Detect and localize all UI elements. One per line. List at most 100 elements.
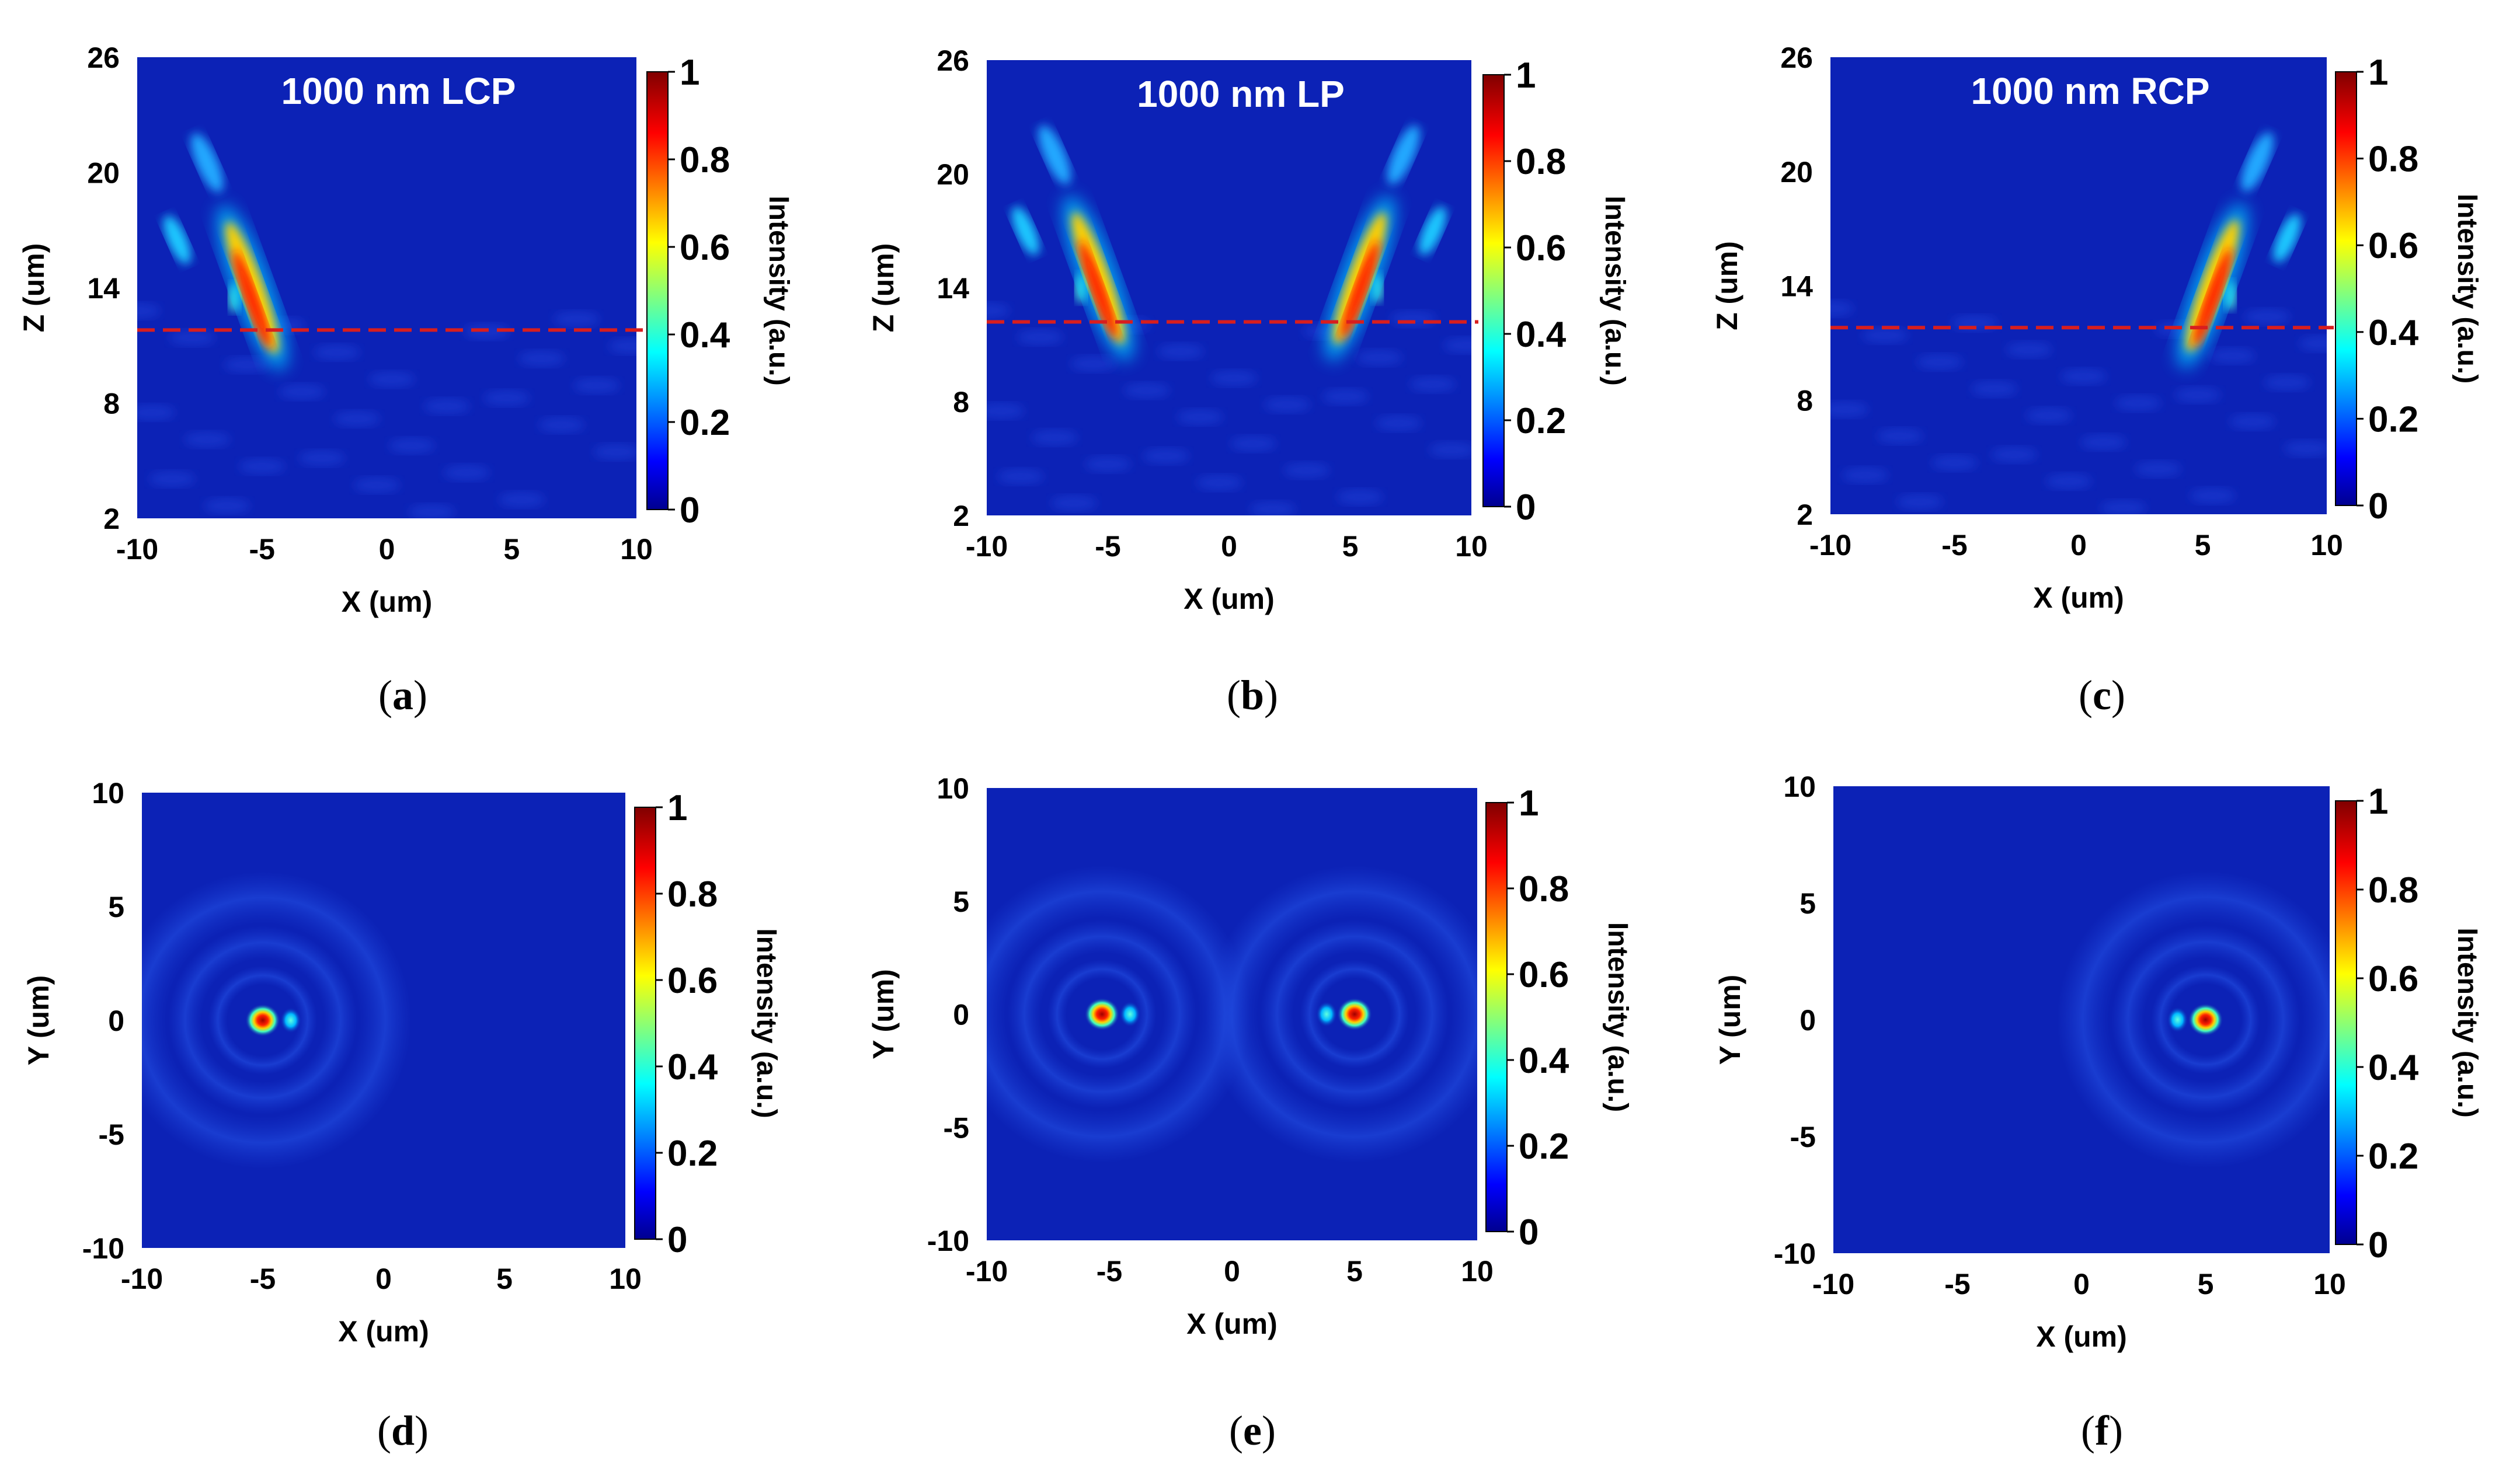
x-tick-label: -10 [121, 1263, 163, 1295]
colorbar-tick-label: 1 [2368, 53, 2388, 93]
x-tick-label: -5 [1941, 529, 1967, 562]
panel-caption: (d) [377, 1407, 429, 1454]
x-tick-label: -10 [966, 1255, 1008, 1288]
colorbar-tick-label: 0.6 [1516, 228, 1566, 269]
colorbar-tick-label: 0.2 [2368, 399, 2418, 440]
colorbar-tick-label: 0.8 [2368, 870, 2418, 911]
colorbar-tick-label: 0.4 [1516, 315, 1567, 355]
colorbar-tick-label: 0.6 [667, 961, 718, 1001]
y-tick-label: -5 [1790, 1121, 1816, 1153]
colorbar-tick-label: 0.4 [2368, 313, 2419, 353]
colorbar-label: Intensity (a.u.) [763, 196, 794, 385]
y-tick-label: 2 [103, 503, 120, 535]
colorbar-tick-label: 0.6 [680, 228, 730, 268]
panel-title: 1000 nm LCP [281, 70, 516, 112]
x-axis-label: X (um) [2033, 581, 2124, 614]
colorbar-tick-label: 0.2 [2368, 1136, 2418, 1177]
colorbar: 0 0.2 0.4 0.6 0.8 1 Intensity (a.u.) [646, 53, 794, 531]
x-tick-label: -5 [1097, 1255, 1122, 1288]
y-tick-label: 8 [103, 388, 120, 420]
x-tick-label: 10 [620, 533, 653, 566]
colorbar-tick-label: 0.6 [1519, 955, 1569, 995]
x-tick-label: 0 [1221, 530, 1237, 563]
colorbar-tick-label: 0 [667, 1220, 687, 1260]
colorbar: 0 0.2 0.4 0.6 0.8 1 Intensity (a.u.) [1482, 55, 1630, 528]
x-tick-label: 10 [1455, 530, 1488, 563]
colorbar-label: Intensity (a.u.) [2452, 194, 2483, 383]
x-tick-label: -10 [1812, 1268, 1854, 1300]
y-tick-label: 5 [1799, 887, 1816, 920]
colorbar-tick-label: 0 [2368, 486, 2388, 526]
colorbar-tick-label: 0.8 [1519, 869, 1569, 909]
y-tick-label: 2 [953, 500, 969, 532]
focal-streak [1011, 125, 1134, 361]
x-tick-label: 5 [503, 533, 520, 566]
x-tick-label: 5 [1342, 530, 1359, 563]
colorbar-tick-label: 0.8 [680, 140, 730, 180]
focal-spot [142, 845, 438, 1195]
colorbar-tick-label: 1 [680, 53, 699, 93]
colorbar-tick-label: 0 [1516, 487, 1536, 528]
y-axis-label: Y (um) [1714, 975, 1746, 1065]
colorbar: 0 0.2 0.4 0.6 0.8 1 Intensity (a.u.) [634, 788, 782, 1260]
y-tick-label: 20 [937, 158, 969, 191]
colorbar-label: Intensity (a.u.) [1602, 922, 1633, 1112]
x-tick-label: -5 [249, 533, 275, 566]
colorbar-gradient [634, 807, 656, 1240]
colorbar-tick-label: 0.2 [1519, 1127, 1569, 1167]
colorbar-gradient [1485, 802, 1508, 1232]
y-axis-label: Z (um) [1711, 241, 1743, 330]
colorbar-tick-label: 0.4 [1519, 1041, 1569, 1081]
y-tick-label: 26 [87, 41, 120, 74]
panel-caption: (e) [1229, 1407, 1276, 1454]
x-axis-label: X (um) [1186, 1307, 1278, 1340]
plot-area [137, 57, 636, 518]
intensity-field [142, 845, 438, 1195]
x-tick-label: 0 [1224, 1255, 1240, 1288]
colorbar-tick-label: 0.4 [680, 315, 730, 355]
y-tick-label: -5 [99, 1118, 124, 1151]
y-tick-label: 10 [92, 777, 124, 810]
focal-spot [2030, 845, 2330, 1195]
colorbar-label: Intensity (a.u.) [1599, 196, 1630, 385]
x-tick-label: 5 [496, 1263, 513, 1295]
intensity-field [987, 839, 1477, 1190]
colorbar: 0 0.2 0.4 0.6 0.8 1 Intensity (a.u.) [2335, 53, 2483, 526]
x-tick-label: 5 [2198, 1268, 2214, 1300]
colorbar-tick-label: 1 [1516, 55, 1536, 96]
panel-title: 1000 nm LP [1137, 73, 1345, 115]
y-tick-label: 20 [1780, 156, 1813, 189]
colorbar-tick-label: 0.6 [2368, 959, 2418, 999]
x-tick-label: -5 [1095, 530, 1120, 563]
colorbar-gradient [646, 71, 669, 510]
panel-caption: (c) [2079, 672, 2125, 719]
x-tick-label: 10 [2313, 1268, 2346, 1300]
y-tick-label: 26 [937, 44, 969, 77]
colorbar-tick-label: 0.6 [2368, 226, 2418, 266]
panel-title: 1000 nm RCP [1971, 70, 2209, 112]
y-axis-label: Z (um) [18, 243, 50, 333]
y-tick-label: 2 [1797, 498, 1813, 531]
panel-d: -10 -5 0 5 10 -10 -5 0 5 10 X (um) Y (um) 0 0.2 0.4 0.6… [22, 777, 782, 1454]
x-axis-label: X (um) [2036, 1320, 2127, 1353]
y-tick-label: 5 [108, 891, 124, 923]
y-tick-label: -5 [944, 1111, 969, 1144]
x-tick-label: 5 [2195, 529, 2211, 562]
x-tick-label: 0 [379, 533, 395, 566]
colorbar-tick-label: 1 [667, 788, 687, 828]
colorbar-tick-label: 0 [1519, 1212, 1539, 1253]
y-tick-label: 0 [108, 1005, 124, 1037]
panel-caption: (a) [378, 672, 427, 719]
x-tick-label: 5 [1346, 1255, 1363, 1288]
colorbar-tick-label: 0.8 [2368, 140, 2418, 180]
y-tick-label: -10 [1774, 1237, 1816, 1270]
x-tick-label: 0 [2073, 1268, 2090, 1300]
colorbar-tick-label: 0.8 [1516, 142, 1566, 182]
colorbar-label: Intensity (a.u.) [751, 928, 782, 1118]
focal-spot [1179, 839, 1477, 1190]
x-tick-label: -10 [966, 530, 1008, 563]
x-axis-label: X (um) [1184, 583, 1275, 615]
